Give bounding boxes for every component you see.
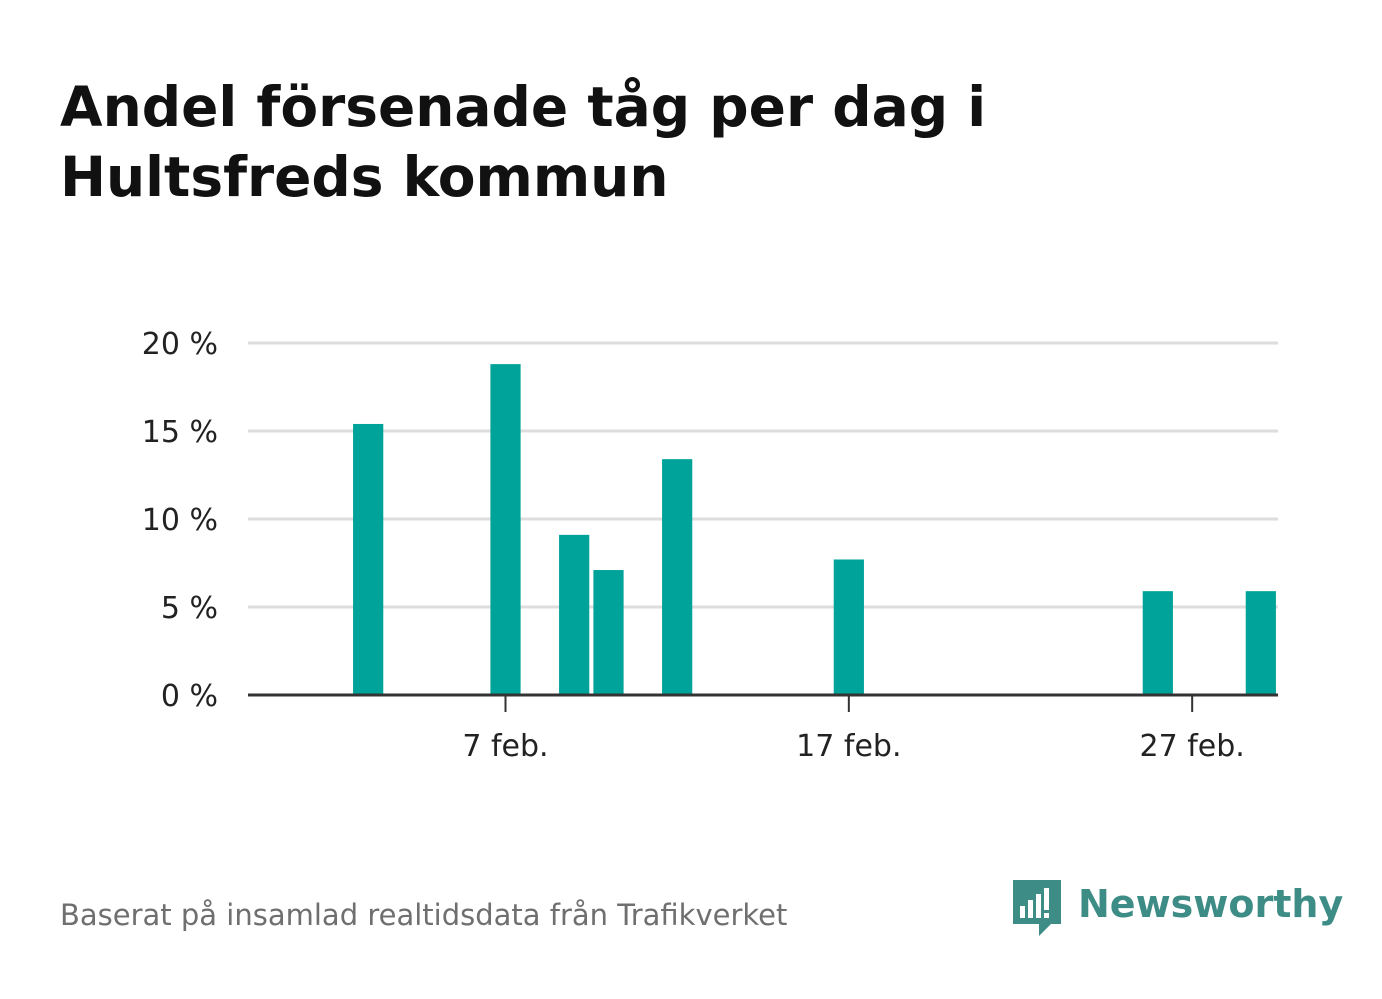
- y-tick-label: 15 %: [142, 415, 218, 450]
- bar: [593, 570, 624, 695]
- x-tick-label: 7 feb.: [462, 729, 548, 764]
- x-tick-label: 27 feb.: [1140, 729, 1245, 764]
- x-tick-label: 17 feb.: [796, 729, 901, 764]
- y-tick-label: 5 %: [161, 591, 218, 626]
- bar: [833, 559, 864, 695]
- y-tick-label: 0 %: [161, 679, 218, 714]
- bar: [559, 534, 590, 695]
- chart-title: Andel försenade tåg per dag i Hultsfreds…: [60, 75, 987, 209]
- y-tick-label: 20 %: [142, 327, 218, 362]
- bar: [662, 459, 693, 695]
- bar-chart-speech-bubble-icon: [1013, 880, 1061, 936]
- bar: [1142, 591, 1173, 695]
- bar: [1245, 591, 1276, 695]
- bar: [353, 423, 384, 695]
- source-note: Baserat på insamlad realtidsdata från Tr…: [60, 898, 788, 932]
- y-tick-label: 10 %: [142, 503, 218, 538]
- bar: [490, 364, 521, 695]
- brand-name: Newsworthy: [1078, 882, 1344, 926]
